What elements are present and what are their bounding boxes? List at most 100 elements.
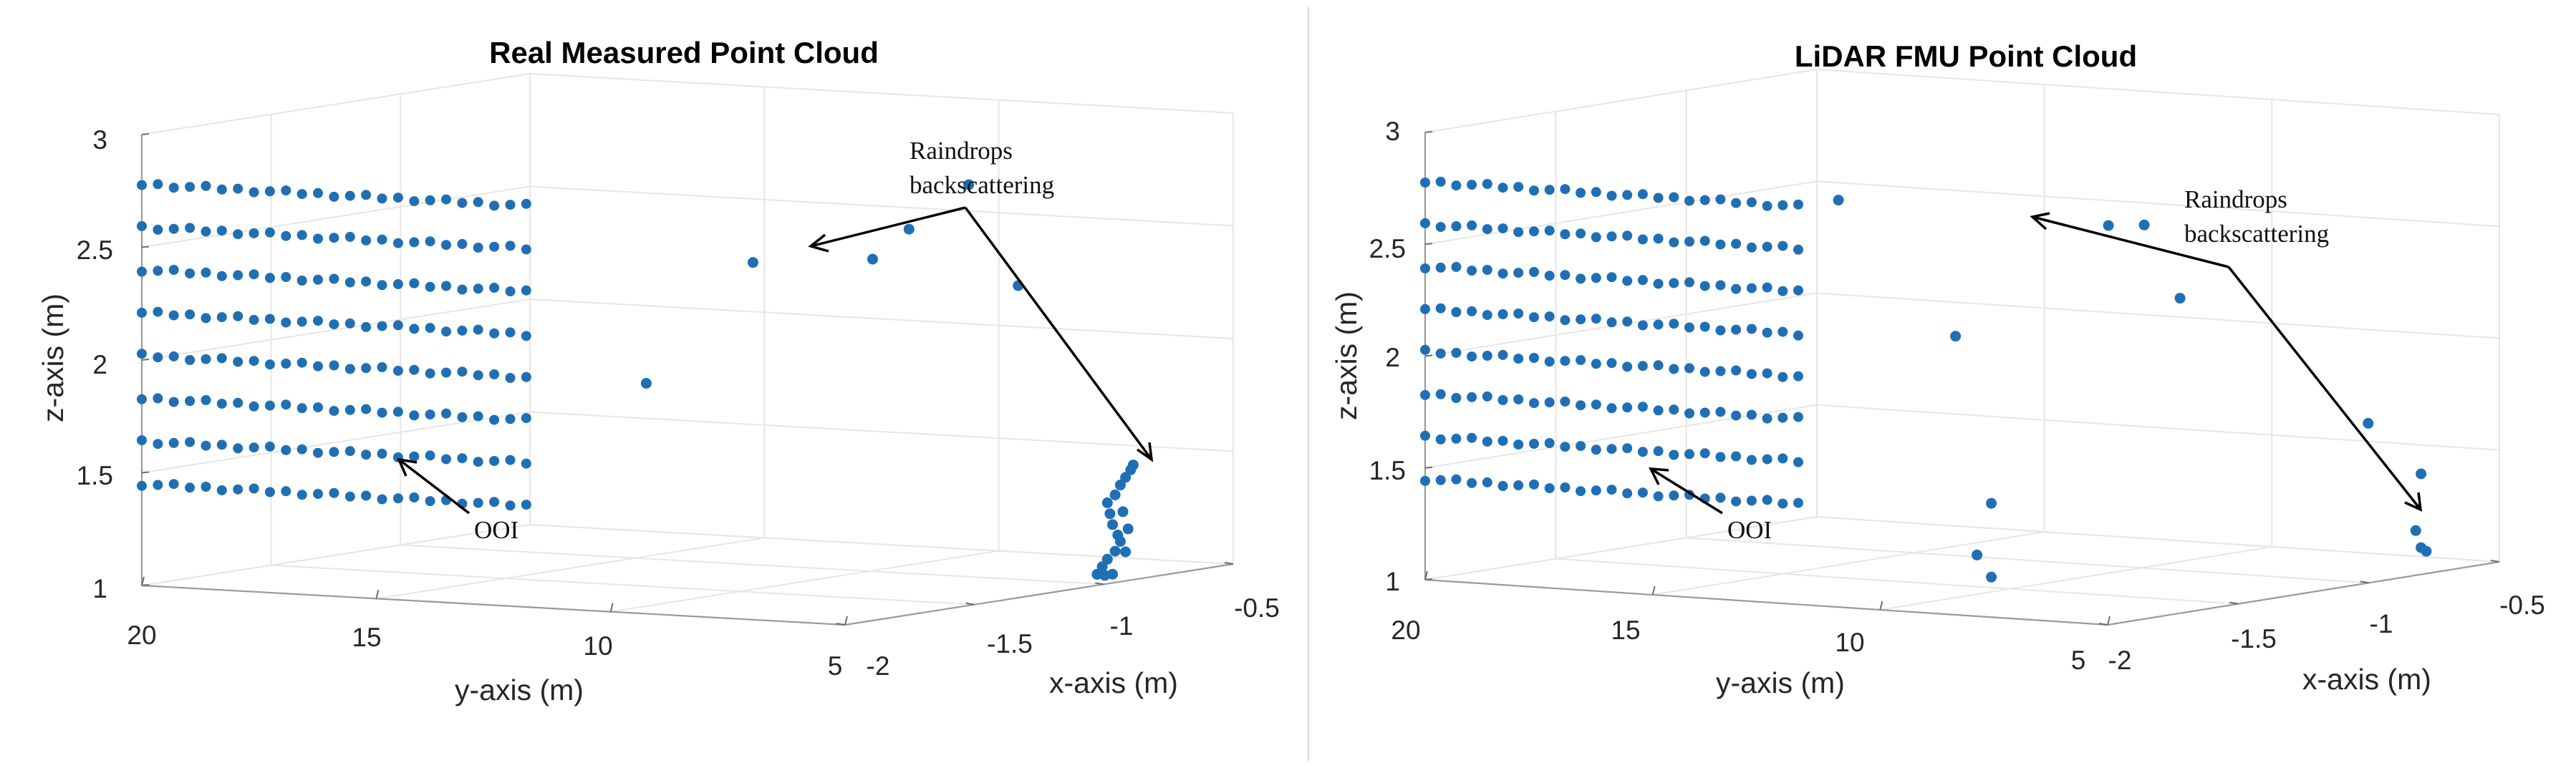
left-raindrop-point: [1120, 546, 1132, 558]
right-ooi-point: [1529, 185, 1539, 196]
right-ooi-point: [1435, 176, 1446, 187]
left-raindrop-point: [1101, 553, 1113, 565]
left-ooi-point: [216, 184, 227, 195]
left-y-tickmark: [141, 576, 145, 586]
right-raindrop-point: [1972, 549, 1983, 560]
right-ooi-point: [1576, 441, 1586, 452]
right-ooi-point: [1544, 311, 1555, 322]
left-ooi-point: [473, 497, 483, 508]
left-raindrop-point: [1127, 460, 1139, 471]
right-x-tick-neg1: -1: [2370, 609, 2393, 638]
right-annotation-ooi: OOI: [1727, 516, 1772, 544]
left-ooi-point: [521, 500, 531, 510]
right-ooi-point: [1606, 272, 1617, 283]
left-ooi-point: [425, 236, 435, 247]
left-ooi-point: [409, 451, 420, 462]
left-grid-backwall-z: [529, 185, 1234, 227]
right-ooi-point: [1669, 192, 1679, 203]
right-ooi-point: [1762, 368, 1772, 379]
right-raindrop-point: [1986, 571, 1997, 583]
right-ooi-point: [1482, 391, 1492, 402]
right-ooi-point: [1793, 330, 1803, 341]
right-ooi-point: [1622, 402, 1633, 413]
left-ooi-point: [344, 491, 355, 502]
right-ooi-point: [1497, 268, 1508, 279]
right-ooi-point: [1715, 366, 1726, 376]
right-ooi-point: [1715, 325, 1726, 336]
right-ooi-point: [1793, 412, 1803, 422]
right-grid-floor-y: [1880, 546, 2272, 611]
left-ooi-point: [361, 276, 372, 287]
left-y-tick-10: 10: [583, 631, 612, 661]
left-ooi-point: [377, 362, 387, 372]
left-ooi-point: [377, 448, 387, 459]
left-ooi-point: [457, 198, 468, 208]
right-raindrop-point: [1986, 497, 1997, 509]
left-ooi-point: [264, 487, 275, 497]
right-ooi-point: [1451, 347, 1462, 358]
right-ooi-point: [1622, 276, 1633, 286]
left-ooi-point: [425, 281, 435, 292]
left-ooi-point: [313, 274, 323, 285]
left-ooi-point: [409, 196, 420, 207]
left-z-tick-3: 3: [92, 125, 107, 155]
right-ooi-point: [1529, 398, 1539, 409]
left-grid-floor-x: [529, 524, 1234, 565]
right-ooi-point: [1529, 439, 1539, 449]
right-z-tick-2: 2: [1385, 343, 1400, 372]
right-ooi-point: [1497, 183, 1508, 193]
left-x-tickmark: [836, 623, 846, 626]
left-ooi-point: [296, 316, 307, 327]
right-ooi-point: [1777, 200, 1788, 210]
right-ooi-point: [1544, 397, 1555, 408]
right-ooi-point: [1560, 397, 1571, 407]
left-ooi-point: [489, 497, 500, 507]
left-ooi-point: [313, 361, 323, 371]
left-grid-sidewall-z: [141, 185, 531, 248]
left-ooi-point: [201, 180, 211, 191]
right-grid-sidewall-z: [1424, 69, 1818, 133]
right-ooi-point: [1684, 322, 1694, 333]
right-ooi-point: [1637, 234, 1648, 245]
right-raindrop-point: [1950, 331, 1962, 342]
left-z-tickmark: [141, 246, 150, 248]
right-raindrop-point: [2103, 220, 2114, 231]
left-ooi-point: [153, 393, 163, 404]
right-ooi-point: [1576, 273, 1586, 284]
right-ooi-point: [1684, 408, 1694, 419]
right-ooi-point: [1576, 314, 1586, 325]
left-arrow-raindrops-1-head: [808, 233, 829, 253]
left-ooi-point: [505, 414, 516, 424]
left-ooi-point: [296, 490, 307, 500]
right-z-tickmark: [1424, 466, 1433, 469]
left-ooi-point: [521, 331, 531, 341]
right-ooi-point: [1746, 197, 1757, 208]
right-x-tickmark: [2098, 623, 2108, 626]
right-ooi-point: [1715, 239, 1726, 250]
left-ooi-point: [281, 399, 291, 410]
right-ooi-point: [1669, 237, 1679, 248]
left-ooi-point: [521, 458, 531, 469]
left-ooi-point: [249, 401, 259, 412]
right-raindrop-point: [2421, 545, 2432, 557]
right-ooi-point: [1513, 480, 1524, 490]
right-ooi-point: [1513, 439, 1524, 450]
right-ooi-point: [1467, 180, 1477, 190]
right-ooi-point: [1699, 448, 1710, 459]
right-gridlines: [1424, 69, 2500, 626]
left-x-tick-neg1: -1: [1110, 611, 1134, 641]
right-ooi-point: [1435, 434, 1446, 444]
right-ooi-point: [1420, 430, 1430, 441]
right-ooi-point: [1482, 310, 1492, 321]
left-ooi-point: [361, 404, 372, 414]
left-ooi-point: [441, 454, 451, 465]
left-ooi-point: [313, 402, 323, 413]
left-ooi-point: [168, 183, 179, 193]
left-raindrop-point: [903, 223, 915, 235]
right-grid-floor-x: [1816, 516, 2500, 563]
right-ooi-point: [1622, 316, 1633, 327]
left-ooi-point: [137, 394, 147, 404]
left-ooi-point: [344, 318, 355, 329]
left-ooi-point: [249, 483, 259, 494]
left-ooi-point: [409, 324, 420, 334]
